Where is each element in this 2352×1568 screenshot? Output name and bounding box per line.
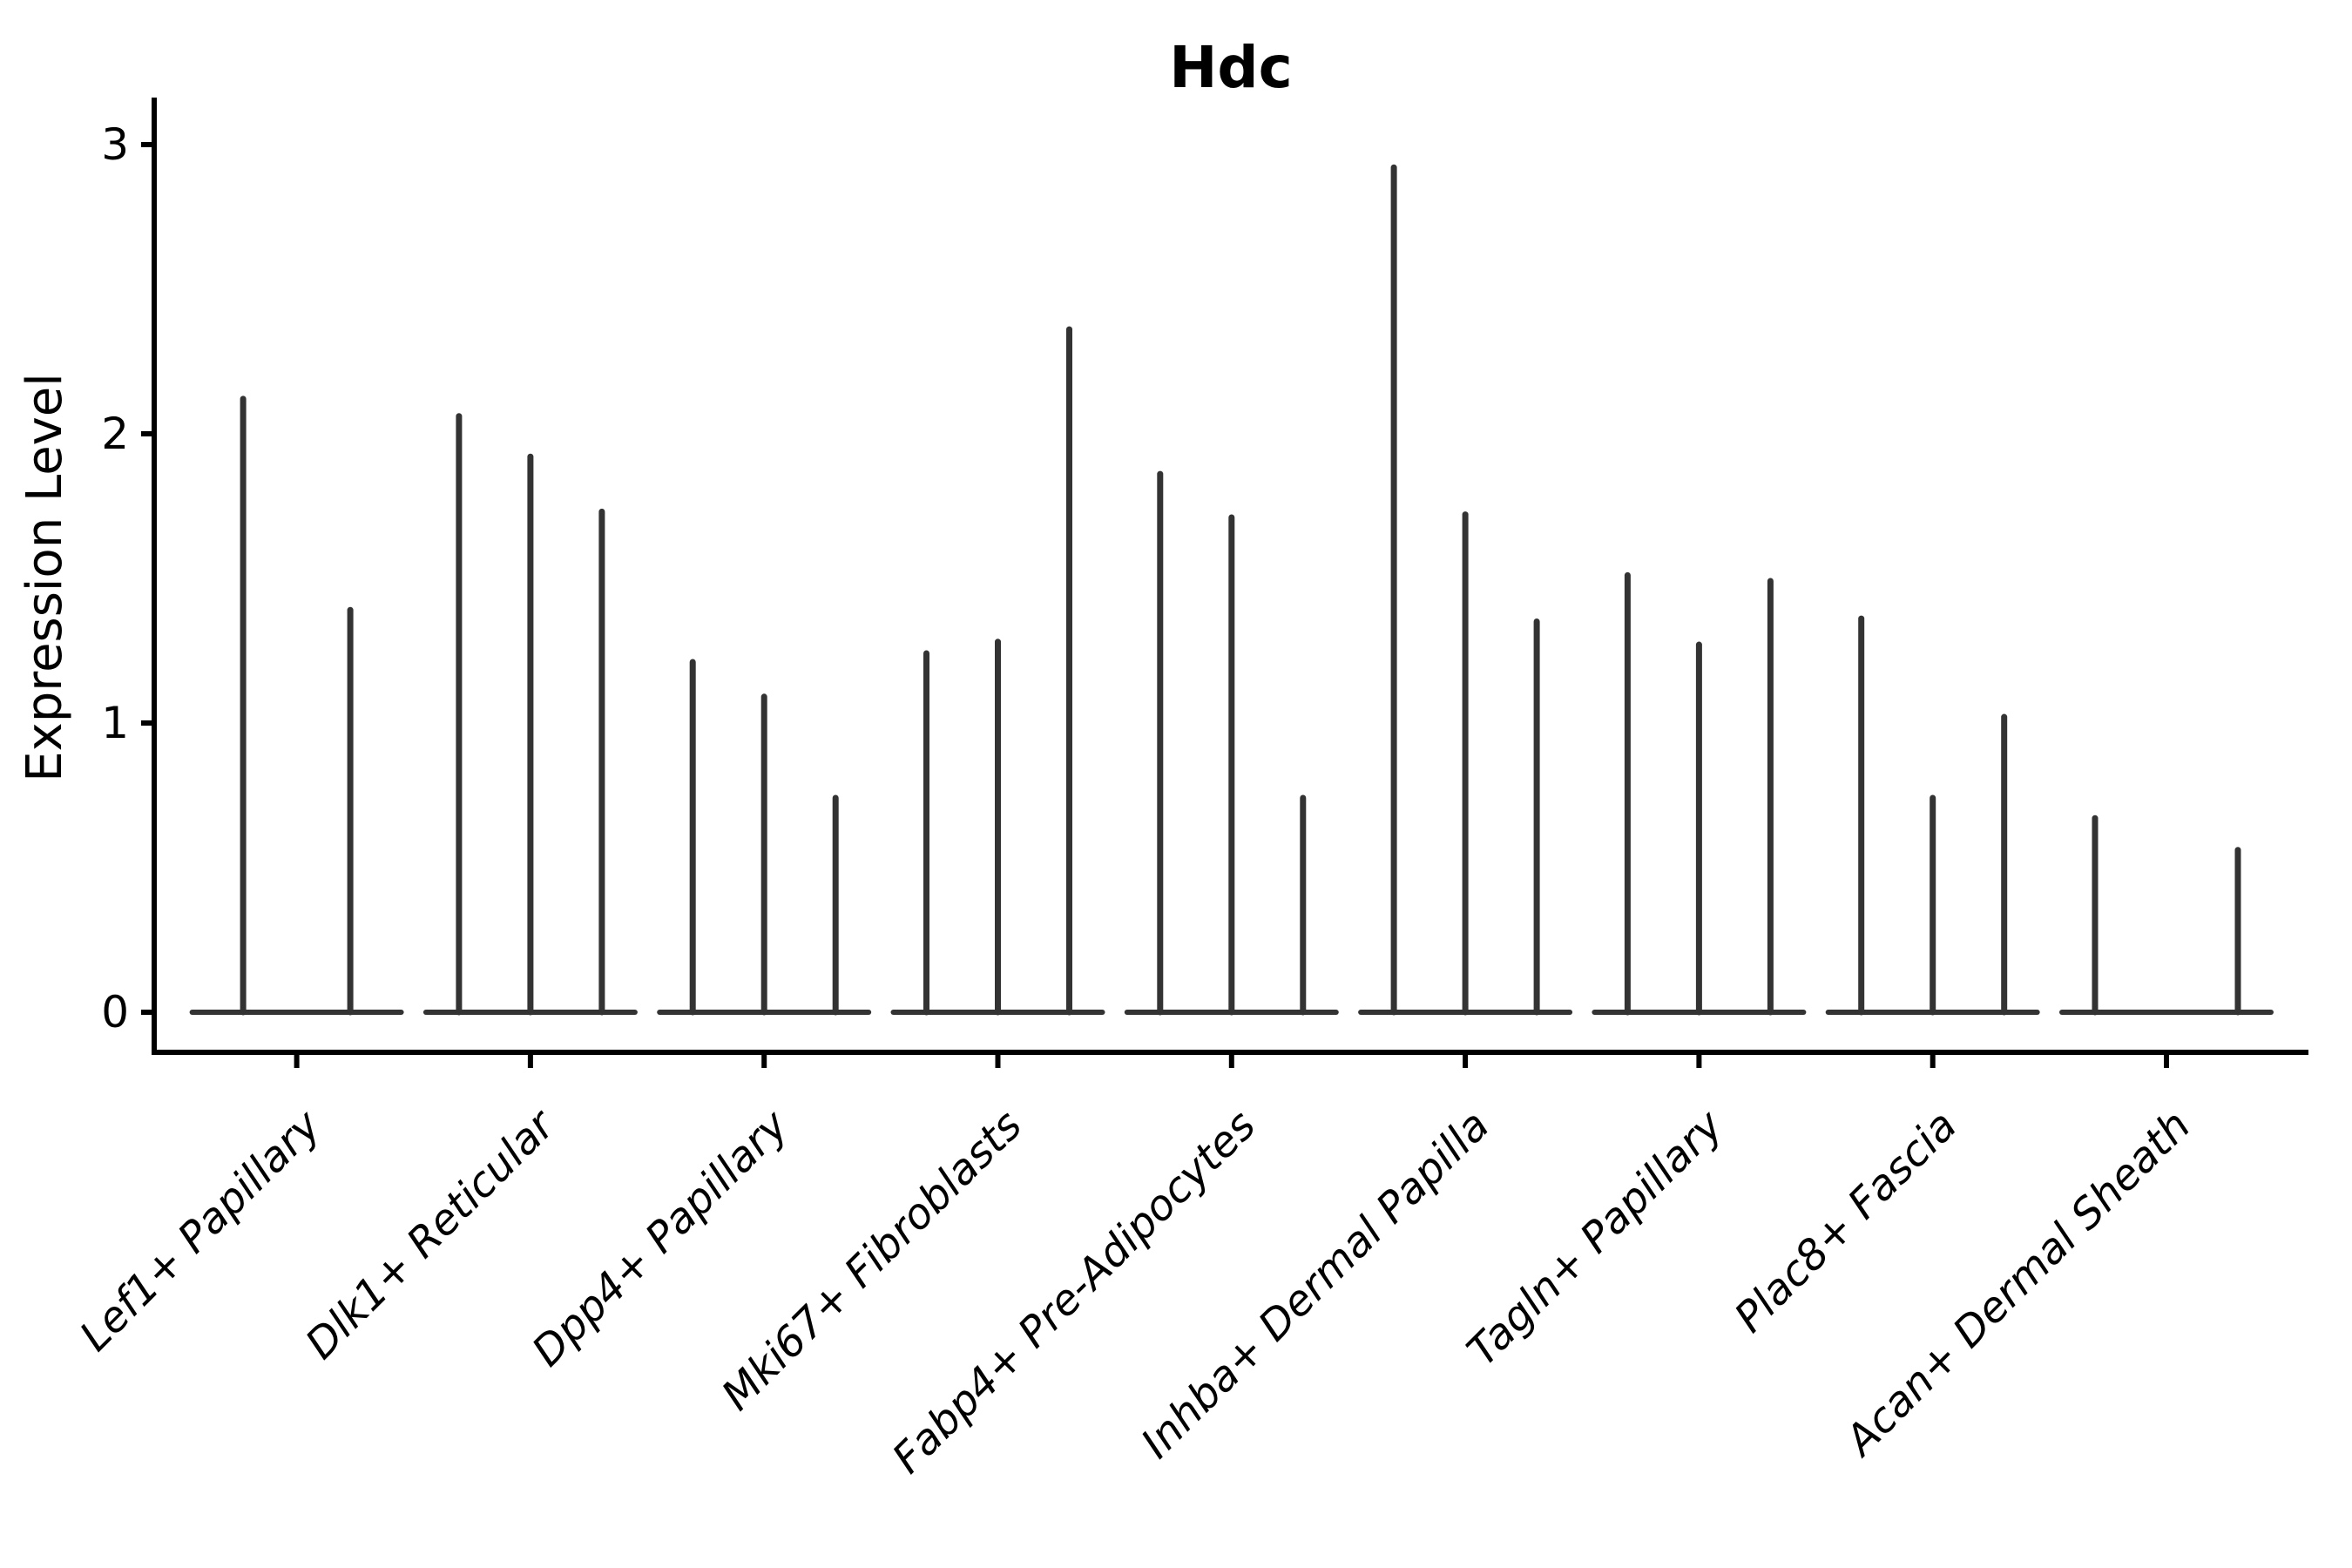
y-tick-label: 0 — [101, 987, 129, 1037]
violin-group — [189, 395, 404, 1016]
violin-group — [1592, 571, 1807, 1016]
violin-group — [1358, 164, 1573, 1016]
violin-group — [1124, 470, 1339, 1016]
y-tick-label: 2 — [101, 409, 129, 459]
violin-group — [2059, 814, 2274, 1016]
violin-group — [657, 659, 872, 1016]
violin-layer — [189, 164, 2274, 1016]
y-tick-label: 3 — [101, 119, 129, 170]
violin-group — [890, 326, 1105, 1016]
violin-group — [1825, 615, 2040, 1016]
violin-group — [422, 413, 638, 1016]
chart-title: Hdc — [1169, 34, 1293, 101]
y-axis-label: Expression Level — [17, 373, 73, 782]
y-tick-label: 1 — [101, 698, 129, 748]
